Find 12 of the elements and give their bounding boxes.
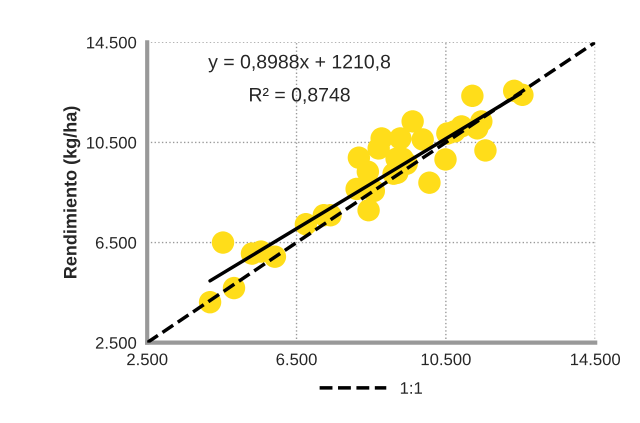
y-axis-title: Rendimiento (kg/ha) (63, 106, 80, 278)
y-tick-label: 6.500 (96, 236, 136, 249)
y-tick-label: 2.500 (96, 337, 136, 349)
x-tick-label: 2.500 (127, 353, 168, 366)
annotation: y = 0,8988x + 1210,8 (208, 54, 390, 72)
annotation: R² = 0,8748 (250, 88, 350, 104)
y-tick-label: 10.500 (87, 136, 136, 149)
y-tick-label: 14.500 (87, 36, 136, 49)
x-tick-label: 10.500 (422, 353, 471, 366)
x-tick-label: 6.500 (276, 353, 317, 366)
legend-label: 1:1 (400, 382, 422, 394)
x-tick-label: 14.500 (570, 353, 620, 366)
